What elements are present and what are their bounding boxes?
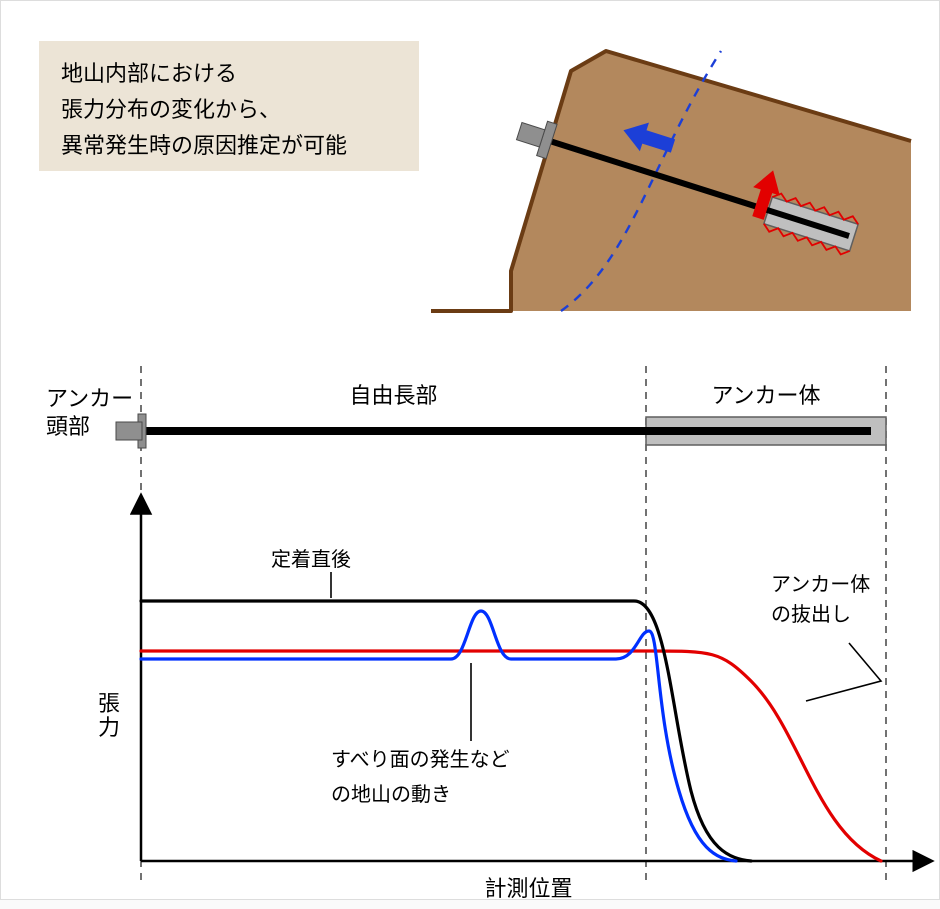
xlabel: 計測位置 — [484, 876, 572, 901]
label-head: アンカー — [46, 386, 133, 411]
anno-red: アンカー体 — [771, 573, 870, 596]
label-body: アンカー体 — [711, 383, 820, 408]
bar-head-cap — [116, 422, 142, 440]
label-free: 自由長部 — [349, 383, 437, 408]
callout-line: 異常発生時の原因推定が可能 — [61, 133, 347, 158]
label-head: 頭部 — [46, 414, 90, 439]
anno-blue: の地山の動き — [331, 783, 451, 806]
figure-frame: 地山内部における張力分布の変化から、異常発生時の原因推定が可能アンカー頭部 自由長… — [0, 0, 940, 900]
anno-blue: すべり面の発生など — [331, 748, 510, 771]
anno-black: 定着直後 — [271, 548, 351, 571]
callout-line: 張力分布の変化から、 — [61, 97, 281, 122]
series-black — [141, 601, 751, 861]
ylabel: 張力 — [98, 691, 120, 740]
callout-line: 地山内部における — [61, 61, 237, 86]
figure-svg: 地山内部における張力分布の変化から、異常発生時の原因推定が可能アンカー頭部 自由長… — [11, 11, 940, 909]
series-red — [141, 651, 881, 861]
leader-red — [806, 643, 881, 701]
anno-red: の抜出し — [771, 603, 851, 626]
